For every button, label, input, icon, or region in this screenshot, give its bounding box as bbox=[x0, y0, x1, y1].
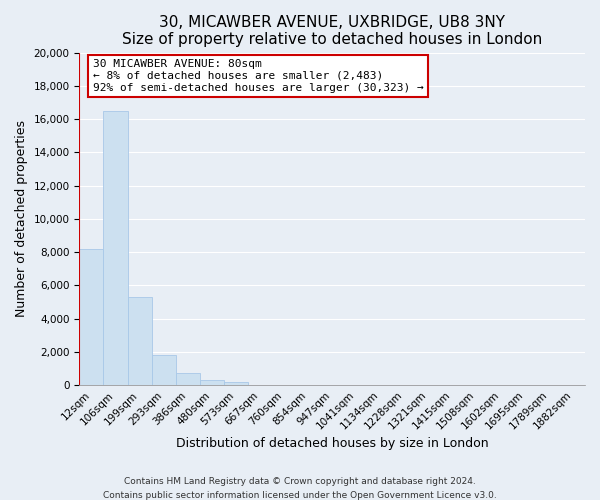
Bar bbox=[176, 372, 200, 385]
Bar bbox=[224, 382, 248, 385]
X-axis label: Distribution of detached houses by size in London: Distribution of detached houses by size … bbox=[176, 437, 488, 450]
Text: Contains HM Land Registry data © Crown copyright and database right 2024.
Contai: Contains HM Land Registry data © Crown c… bbox=[103, 478, 497, 500]
Text: 30 MICAWBER AVENUE: 80sqm
← 8% of detached houses are smaller (2,483)
92% of sem: 30 MICAWBER AVENUE: 80sqm ← 8% of detach… bbox=[92, 60, 424, 92]
Bar bbox=[200, 380, 224, 385]
Bar bbox=[128, 297, 152, 385]
Bar bbox=[79, 249, 103, 385]
Y-axis label: Number of detached properties: Number of detached properties bbox=[15, 120, 28, 318]
Title: 30, MICAWBER AVENUE, UXBRIDGE, UB8 3NY
Size of property relative to detached hou: 30, MICAWBER AVENUE, UXBRIDGE, UB8 3NY S… bbox=[122, 15, 542, 48]
Bar bbox=[103, 111, 128, 385]
Bar bbox=[152, 355, 176, 385]
